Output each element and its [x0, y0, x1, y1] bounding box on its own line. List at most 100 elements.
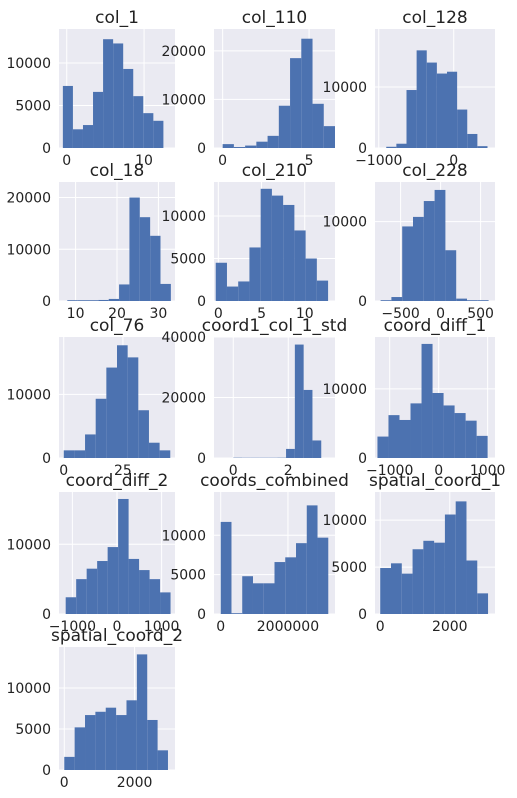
x-tick-label: 10 — [67, 306, 85, 322]
histogram-bar — [294, 230, 306, 301]
histogram-bar — [256, 141, 268, 148]
histogram-bar — [119, 284, 130, 301]
panel-title: coords_combined — [200, 471, 349, 491]
histogram-bar — [267, 135, 279, 148]
histogram-bar — [396, 143, 407, 148]
histogram-bar — [231, 613, 243, 614]
histogram-bar — [426, 62, 437, 148]
histogram-bar — [139, 570, 150, 614]
y-tick-label: 10000 — [6, 242, 51, 258]
x-tick-label: 5 — [305, 153, 314, 169]
y-tick-label: 0 — [358, 141, 367, 157]
histogram-bar — [93, 91, 104, 148]
x-tick-label: −1000 — [355, 153, 402, 169]
histogram-bar — [105, 707, 117, 770]
histogram-bar — [215, 262, 227, 301]
y-tick-label: 0 — [197, 607, 206, 623]
panel-title: col_228 — [402, 161, 467, 181]
y-tick-label: 0 — [42, 141, 51, 157]
histogram-bar — [434, 189, 446, 301]
histogram-bar — [88, 300, 99, 301]
histogram-bar — [399, 419, 411, 458]
histogram-bar — [139, 217, 151, 301]
x-tick-label: 2000 — [117, 775, 153, 791]
histogram-bar — [380, 568, 391, 614]
histogram-bar — [249, 247, 261, 301]
x-tick-label: 0 — [449, 153, 458, 169]
x-tick-label: 30 — [150, 306, 168, 322]
x-tick-label: 0 — [214, 306, 223, 322]
histogram-bar — [77, 300, 88, 301]
histogram-bar — [312, 103, 324, 148]
histogram-bar — [153, 120, 164, 148]
histogram-bar — [149, 579, 161, 614]
histogram-bar — [278, 105, 291, 148]
y-tick-label: 10000 — [322, 382, 367, 398]
panel-title: col_110 — [242, 8, 307, 28]
y-tick-label: 40000 — [161, 330, 206, 346]
x-tick-label: 2 — [284, 463, 293, 479]
histogram-bar — [245, 145, 257, 148]
histogram-bar — [317, 537, 329, 614]
histogram-bar — [380, 300, 392, 301]
histogram-bar — [454, 413, 466, 458]
x-tick-label: 0 — [376, 619, 385, 635]
histogram-panel: 0 10000 −500 0 500 col_228 — [322, 161, 495, 322]
x-tick-label: 5 — [257, 306, 266, 322]
histogram-bar — [443, 405, 455, 458]
histogram-bar — [467, 133, 478, 148]
histogram-bar — [391, 297, 403, 301]
y-tick-label: 10000 — [322, 513, 367, 529]
y-tick-label: 0 — [42, 294, 51, 310]
histogram-bar — [323, 126, 335, 148]
x-tick-label: 20 — [108, 306, 126, 322]
histogram-bar — [445, 250, 457, 301]
histogram-bar — [222, 144, 234, 148]
histogram-bar — [148, 442, 160, 458]
histogram-bar — [113, 43, 124, 149]
histogram-bar — [386, 146, 397, 148]
y-tick-label: 10000 — [161, 92, 206, 108]
histogram-bar — [260, 188, 272, 301]
x-tick-label: 0 — [113, 619, 122, 635]
histogram-bar — [159, 450, 171, 458]
histogram-bar — [63, 450, 75, 458]
histogram-bar — [238, 281, 250, 301]
x-tick-label: −1000 — [49, 619, 96, 635]
histogram-bar — [74, 450, 86, 458]
y-tick-label: 5000 — [331, 560, 367, 576]
x-tick-label: 0 — [434, 463, 443, 479]
histogram-bar — [402, 226, 413, 301]
y-tick-label: 10000 — [161, 528, 206, 544]
x-tick-label: 0 — [216, 619, 225, 635]
histogram-bar — [150, 235, 161, 301]
histogram-bar — [290, 58, 302, 149]
y-tick-label: 20000 — [161, 391, 206, 407]
histogram-bar — [242, 576, 253, 614]
y-tick-label: 10000 — [6, 537, 51, 553]
y-tick-label: 0 — [358, 451, 367, 467]
x-tick-label: 1000 — [144, 619, 180, 635]
histogram-bar — [106, 367, 117, 458]
histogram-bar — [85, 715, 96, 770]
x-tick-label: 2000000 — [257, 619, 319, 635]
histogram-bar — [423, 540, 435, 614]
histogram-bar — [226, 286, 239, 301]
histogram-panel: 0 5000 10000 0 10 col_1 — [6, 8, 175, 169]
histogram-bar — [157, 750, 168, 770]
histogram-bar — [138, 410, 149, 458]
histogram-bar — [72, 129, 83, 148]
panel-title: spatial_coord_1 — [369, 471, 501, 491]
histogram-bar — [252, 583, 264, 614]
histogram-bar — [65, 597, 77, 614]
histogram-bar — [123, 68, 134, 148]
histogram-bar — [220, 521, 232, 614]
panel-title: coord1_col_1_std — [202, 316, 348, 336]
y-tick-label: 10000 — [6, 56, 51, 72]
y-tick-label: 0 — [42, 607, 51, 623]
x-tick-label: 0 — [59, 463, 68, 479]
histogram-bar — [118, 498, 129, 614]
histogram-bar — [117, 345, 128, 458]
